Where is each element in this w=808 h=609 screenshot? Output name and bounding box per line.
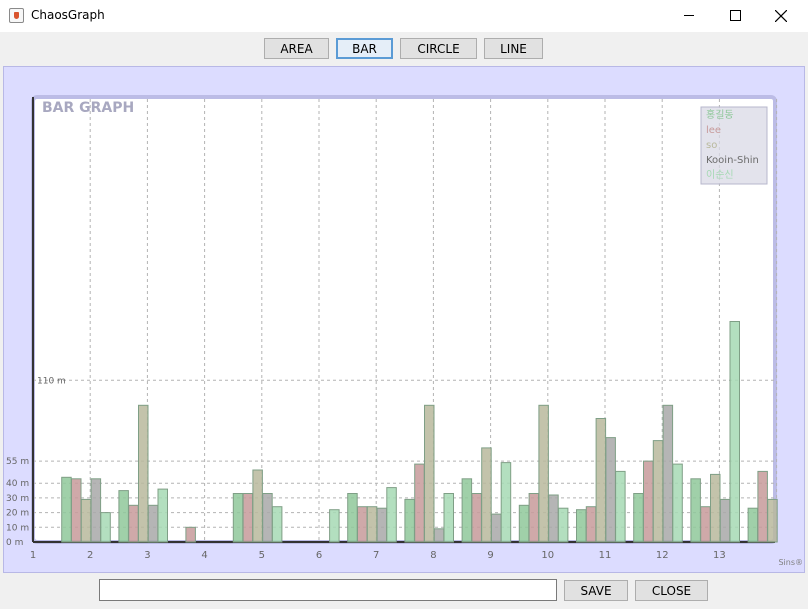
bar bbox=[90, 478, 102, 543]
x-tick-label: 1 bbox=[30, 550, 36, 561]
bar bbox=[366, 506, 378, 543]
close-window-button[interactable] bbox=[758, 0, 804, 32]
bar bbox=[729, 321, 740, 543]
x-tick-label: 4 bbox=[201, 550, 207, 561]
bar bbox=[128, 504, 139, 543]
bar bbox=[376, 507, 388, 543]
x-tick-label: 9 bbox=[487, 550, 493, 561]
window-title: ChaosGraph bbox=[31, 8, 105, 22]
bar bbox=[518, 504, 530, 543]
bar bbox=[329, 509, 340, 543]
legend-entry: 이순신 bbox=[706, 169, 734, 181]
bar bbox=[404, 498, 415, 543]
bar bbox=[118, 490, 129, 543]
bar bbox=[690, 478, 701, 543]
bar bbox=[633, 493, 644, 543]
bar bbox=[242, 493, 254, 543]
chart-title: BAR GRAPH bbox=[42, 100, 134, 116]
y-tick-label: 0 m bbox=[6, 538, 23, 548]
bar bbox=[652, 440, 664, 543]
close-icon bbox=[775, 10, 787, 22]
bar bbox=[386, 487, 397, 543]
bar bbox=[672, 463, 683, 543]
bar bbox=[528, 493, 540, 543]
bar bbox=[605, 437, 616, 543]
bar bbox=[80, 498, 92, 543]
legend-entry: lee bbox=[706, 125, 721, 136]
x-tick-label: 7 bbox=[373, 550, 379, 561]
bar bbox=[61, 476, 72, 543]
bar bbox=[719, 498, 731, 543]
y-tick-label: 10 m bbox=[6, 523, 29, 533]
bar bbox=[615, 470, 626, 543]
bar bbox=[443, 493, 454, 543]
line-button[interactable]: LINE bbox=[484, 38, 543, 59]
legend-entry: 홍길동 bbox=[706, 108, 734, 121]
bar-button[interactable]: BAR bbox=[336, 38, 393, 59]
bar bbox=[100, 512, 111, 543]
bar bbox=[185, 526, 196, 543]
bar bbox=[262, 493, 273, 543]
bar bbox=[767, 498, 778, 543]
x-tick-label: 3 bbox=[144, 550, 150, 561]
circle-button[interactable]: CIRCLE bbox=[400, 38, 477, 59]
legend-entry: Kooin-Shin bbox=[706, 155, 759, 166]
bar bbox=[585, 506, 597, 543]
bar bbox=[357, 506, 368, 543]
bar bbox=[433, 528, 445, 543]
maximize-button[interactable] bbox=[712, 0, 758, 32]
bar bbox=[576, 509, 587, 543]
minimize-button[interactable] bbox=[666, 0, 712, 32]
bar bbox=[147, 504, 159, 543]
x-tick-label: 5 bbox=[259, 550, 265, 561]
save-button[interactable]: SAVE bbox=[564, 580, 628, 601]
bar bbox=[662, 404, 674, 543]
bar bbox=[538, 404, 549, 543]
footer-mark: Sins® bbox=[778, 558, 803, 567]
bar bbox=[500, 462, 512, 543]
x-tick-label: 6 bbox=[316, 550, 322, 561]
area-button[interactable]: AREA bbox=[264, 38, 329, 59]
bar bbox=[557, 507, 569, 543]
bar bbox=[643, 460, 654, 543]
bar bbox=[757, 470, 768, 543]
bar bbox=[414, 463, 425, 543]
bar bbox=[138, 404, 149, 543]
bar bbox=[347, 493, 358, 543]
bar bbox=[747, 507, 759, 543]
bar bbox=[481, 447, 492, 543]
java-app-icon bbox=[9, 8, 24, 23]
bar bbox=[271, 506, 283, 543]
bar bbox=[595, 418, 607, 543]
bar bbox=[710, 473, 721, 543]
x-tick-label: 13 bbox=[713, 550, 726, 561]
bar bbox=[548, 494, 559, 543]
bar bbox=[157, 488, 168, 543]
bar bbox=[424, 404, 435, 543]
x-tick-label: 12 bbox=[656, 550, 669, 561]
x-tick-label: 8 bbox=[430, 550, 436, 561]
bar bbox=[471, 493, 482, 543]
bar bbox=[71, 478, 82, 543]
legend-box bbox=[700, 106, 768, 185]
y-tick-label: 55 m bbox=[6, 457, 29, 467]
bar bbox=[461, 478, 473, 543]
title-bar: ChaosGraph bbox=[0, 0, 808, 32]
x-tick-label: 11 bbox=[599, 550, 612, 561]
bar bbox=[232, 493, 244, 543]
file-name-input[interactable] bbox=[99, 579, 557, 601]
close-button[interactable]: CLOSE bbox=[635, 580, 708, 601]
x-tick-label: 10 bbox=[541, 550, 554, 561]
bar bbox=[491, 513, 502, 543]
y-tick-label: 30 m bbox=[6, 494, 29, 504]
y-tick-label: 40 m bbox=[6, 479, 29, 489]
x-tick-label: 2 bbox=[87, 550, 93, 561]
y-tick-label: 20 m bbox=[6, 509, 29, 519]
bar bbox=[700, 506, 711, 543]
y-tick-label: 110 m bbox=[37, 376, 66, 386]
legend-entry: so bbox=[706, 140, 717, 151]
bar bbox=[252, 469, 263, 543]
